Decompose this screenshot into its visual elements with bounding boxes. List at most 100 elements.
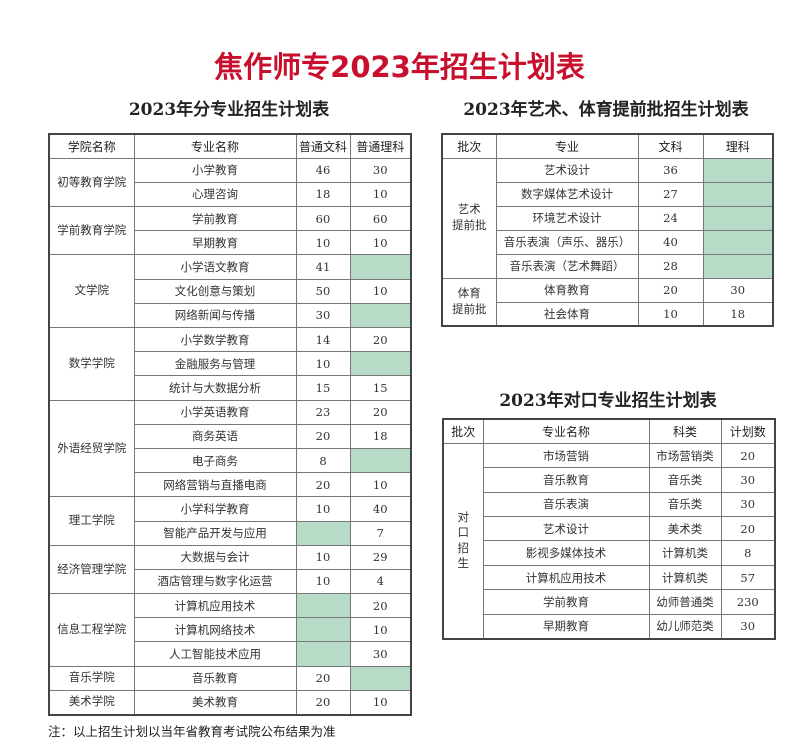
column-header: 计划数	[720, 418, 776, 444]
major-plan-table: 学院名称 专业名称 普通文科 普通理科 初等教育学院 小学教育 46 30 心理咨询 18 10 学前…	[48, 133, 412, 716]
value-cell: 8	[295, 447, 351, 474]
value-cell: 60	[295, 206, 351, 232]
column-header: 普通文科	[295, 133, 351, 159]
table-row: 理工学院 小学科学教育 10 40	[48, 496, 412, 546]
table-row: 心理咨询 18 10	[49, 181, 412, 208]
table-row: 网络新闻与传播 30	[49, 302, 412, 329]
value-cell: 15	[295, 375, 351, 401]
major-name-cell: 音乐表演	[482, 491, 650, 518]
vocational-plan-subtitle: 2023年对口专业招生计划表	[499, 391, 717, 411]
value-cell: 57	[720, 564, 776, 591]
value-cell: 美术类	[648, 516, 722, 542]
major-name-cell: 音乐教育	[133, 665, 297, 691]
value-cell: 20	[295, 665, 351, 691]
value-cell: 10	[349, 617, 412, 643]
table-row: 金融服务与管理 10	[49, 351, 412, 377]
table-row: 对 口 招 生市场营销 市场营销类 20	[442, 442, 776, 640]
value-cell: 10	[295, 351, 351, 377]
major-name-cell: 艺术设计	[495, 157, 639, 183]
major-name-cell: 电子商务	[133, 447, 297, 474]
value-cell: 20	[349, 399, 412, 425]
major-name-cell: 心理咨询	[133, 181, 297, 208]
table-row: 社会体育 10 18	[442, 301, 774, 327]
group-cell: 音乐学院	[48, 665, 135, 691]
value-cell: 10	[295, 496, 351, 522]
major-name-cell: 社会体育	[495, 301, 639, 327]
table-row: 外语经贸学院 小学英语教育 23 20	[48, 399, 412, 498]
value-cell	[349, 665, 412, 691]
value-cell: 29	[349, 544, 412, 570]
value-cell: 10	[637, 301, 704, 327]
value-cell: 18	[702, 301, 774, 327]
value-cell: 20	[720, 442, 776, 469]
major-name-cell: 人工智能技术应用	[133, 641, 297, 667]
table-row: 影视多媒体技术 计算机类 8	[443, 540, 776, 566]
table-row: 计算机应用技术 计算机类 57	[443, 564, 776, 591]
value-cell	[702, 181, 774, 207]
art-sports-plan-table: 批次 专业 文科 理科 艺术 提前批 艺术设计 36 数字媒体艺术设计 27 环境艺术设计 24 音乐…	[441, 133, 774, 327]
value-cell: 8	[720, 540, 776, 566]
major-name-cell: 小学科学教育	[133, 496, 297, 522]
value-cell: 10	[295, 544, 351, 570]
major-name-cell: 智能产品开发与应用	[133, 520, 297, 546]
value-cell: 41	[295, 254, 351, 280]
major-name-cell: 计算机网络技术	[133, 617, 297, 643]
table-row: 统计与大数据分析 15 15	[49, 375, 412, 401]
major-plan-subtitle: 2023年分专业招生计划表	[128, 100, 330, 120]
group-cell: 数学学院	[48, 327, 135, 401]
table-row: 酒店管理与数字化运营 10 4	[49, 568, 412, 595]
major-name-cell: 小学数学教育	[133, 326, 297, 353]
value-cell	[702, 229, 774, 255]
major-name-cell: 酒店管理与数字化运营	[133, 568, 297, 595]
major-name-cell: 学前教育	[133, 206, 297, 232]
value-cell: 18	[349, 423, 412, 449]
major-name-cell: 早期教育	[133, 230, 297, 256]
value-cell	[295, 593, 351, 619]
value-cell: 10	[349, 278, 412, 304]
header-row: 批次 专业名称 科类 计划数	[442, 418, 776, 444]
value-cell: 20	[349, 593, 412, 619]
value-cell	[295, 641, 351, 667]
value-cell	[702, 157, 774, 183]
table-row: 艺术设计 美术类 20	[443, 516, 776, 542]
value-cell	[295, 617, 351, 643]
major-name-cell: 计算机应用技术	[482, 564, 650, 591]
major-name-cell: 早期教育	[482, 613, 650, 640]
group-cell: 艺术 提前批	[441, 157, 497, 279]
value-cell: 28	[637, 253, 704, 279]
column-header: 批次	[442, 418, 484, 444]
group-cell: 理工学院	[48, 496, 135, 546]
value-cell: 50	[295, 278, 351, 304]
table-row: 经济管理学院 大数据与会计 10 29	[48, 544, 412, 595]
major-name-cell: 环境艺术设计	[495, 205, 639, 231]
major-name-cell: 小学教育	[133, 157, 297, 183]
major-name-cell: 计算机应用技术	[133, 593, 297, 619]
vocational-plan-table: 批次 专业名称 科类 计划数对 口 招 生市场营销 市场营销类 20 音乐教育 音乐类 30 音乐…	[442, 418, 776, 640]
table-row: 初等教育学院 小学教育 46 30	[48, 157, 412, 208]
table-row: 学前教育 幼师普通类 230	[443, 589, 776, 615]
column-header: 文科	[637, 133, 704, 159]
value-cell: 20	[295, 472, 351, 498]
table-row: 数学学院 小学数学教育 14 20	[48, 326, 412, 401]
value-cell: 10	[349, 472, 412, 498]
value-cell: 7	[349, 520, 412, 546]
group-cell: 对 口 招 生	[442, 442, 484, 640]
value-cell: 10	[349, 230, 412, 256]
value-cell: 30	[702, 277, 774, 303]
value-cell	[349, 447, 412, 474]
value-cell: 20	[295, 689, 351, 716]
value-cell	[349, 254, 412, 280]
major-name-cell: 影视多媒体技术	[482, 540, 650, 566]
value-cell: 幼师普通类	[648, 589, 722, 615]
table-row: 电子商务 8	[49, 447, 412, 474]
table-row: 音乐教育 音乐类 30	[443, 467, 776, 493]
group-cell: 经济管理学院	[48, 544, 135, 595]
value-cell: 10	[295, 568, 351, 595]
major-name-cell: 音乐教育	[482, 467, 650, 493]
major-name-cell: 数字媒体艺术设计	[495, 181, 639, 207]
header-row: 批次 专业 文科 理科	[441, 133, 774, 159]
value-cell: 计算机类	[648, 564, 722, 591]
major-name-cell: 艺术设计	[482, 516, 650, 542]
column-header: 专业名称	[482, 418, 650, 444]
group-cell: 文学院	[48, 254, 135, 328]
